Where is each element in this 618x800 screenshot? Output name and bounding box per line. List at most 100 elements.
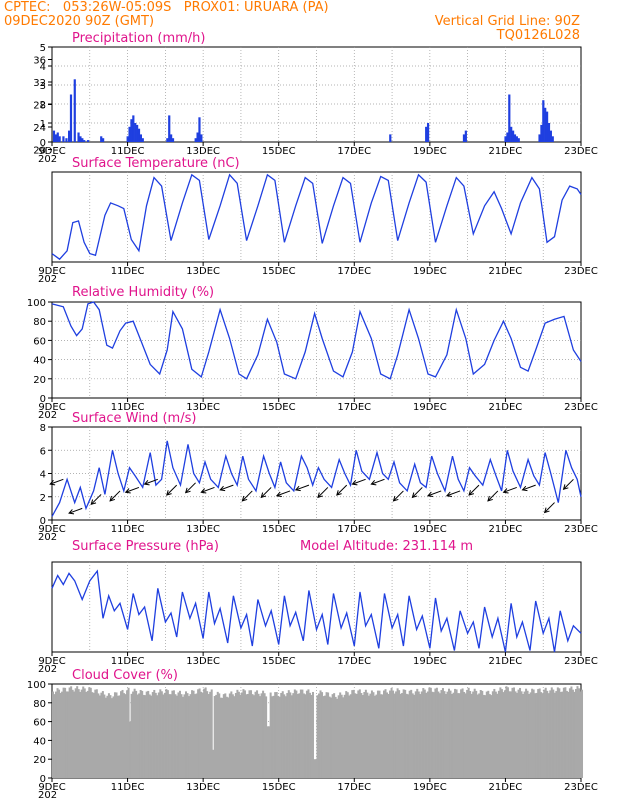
precip-bar (504, 136, 507, 142)
precip-bar (81, 138, 84, 142)
cloud-bar (126, 690, 129, 778)
panel-title: Surface Wind (m/s) (72, 411, 196, 426)
cloud-bar (224, 693, 227, 778)
wind-arrow (352, 478, 366, 485)
cloud-bar (432, 692, 435, 778)
x-tick-label: 11DEC (111, 266, 145, 277)
cloud-bar (68, 687, 71, 778)
cloud-bar (109, 695, 112, 778)
cloud-bar (502, 692, 505, 778)
panel-pressure: 9789809829849869889DEC11DEC13DEC15DEC17D… (38, 539, 598, 675)
x-tick-label: 9DEC (38, 782, 65, 793)
x-tick-label: 9DEC (38, 656, 65, 667)
cloud-bar (53, 694, 56, 778)
cloud-bar (280, 692, 283, 778)
cloud-bar (520, 691, 523, 778)
vertical-grid-note: Vertical Grid Line: 90Z (434, 14, 580, 29)
cloud-bar (295, 690, 298, 778)
precip-bar (196, 132, 199, 142)
x-tick-label: 17DEC (337, 402, 371, 413)
year-stub: 202 (38, 274, 57, 285)
x-tick-label: 17DEC (337, 146, 371, 157)
y-tick-label: 80 (33, 699, 46, 710)
cloud-bar (141, 690, 144, 778)
wind-arrow (522, 484, 536, 491)
y-tick-label: 28 (33, 101, 46, 112)
cloud-bar (283, 694, 286, 778)
cloud-bar (340, 694, 343, 778)
x-tick-label: 19DEC (413, 146, 447, 157)
cloud-bar (165, 689, 168, 778)
precip-bar (549, 130, 552, 142)
cloud-bar (366, 692, 369, 778)
cloud-bar (144, 695, 147, 778)
cloud-bar (512, 687, 515, 778)
cloud-bar (579, 691, 582, 778)
cloud-bar (70, 686, 73, 778)
cloud-bar (440, 690, 443, 778)
cloud-bar (322, 696, 325, 778)
panel-wind: 0 2 4 6 8 9DEC 11DEC 13DEC 15DEC 17DEC 19DEC 21DEC 2… (38, 411, 598, 543)
wind-arrow-head (487, 495, 493, 502)
cloud-bar (352, 689, 355, 778)
cloud-bar (319, 690, 322, 778)
cloud-bar (375, 694, 378, 778)
precip-bar (132, 115, 135, 142)
panel-title: Surface Pressure (hPa) (72, 539, 219, 554)
cloud-bar (369, 693, 372, 778)
cloud-bar (420, 691, 423, 778)
wind-arrow-head (468, 490, 475, 496)
cloud-bar (268, 726, 271, 778)
cloud-bar (245, 694, 248, 778)
cloud-bar (278, 696, 281, 778)
cloud-bar (505, 686, 508, 778)
cloud-bar (260, 693, 263, 778)
x-tick-label: 11DEC (111, 782, 145, 793)
cloud-bar (100, 692, 103, 778)
wind-arrow-head (562, 484, 569, 490)
precip-bar (515, 136, 518, 142)
wind-arrow (242, 490, 253, 502)
precip-bar (508, 94, 511, 142)
cloud-bar (452, 692, 455, 778)
cloud-bar (231, 694, 234, 778)
year-stub: 202 (38, 154, 57, 165)
wind-arrow (371, 478, 385, 485)
y-tick-label: 40 (33, 736, 46, 747)
wind-arrow (317, 487, 329, 498)
cloud-bar (571, 689, 574, 778)
cloud-bar (203, 688, 206, 778)
cloud-bar (243, 690, 246, 778)
year-stub: 202 (38, 790, 57, 800)
year-stub: 202 (38, 664, 57, 675)
cloud-bar (567, 691, 570, 778)
cloud-bar (233, 696, 236, 778)
cloud-bar (52, 691, 55, 778)
wind-arrow-head (68, 509, 75, 515)
cloud-bar (496, 693, 499, 778)
wind-arrow-head (445, 491, 452, 497)
cloud-bar (370, 690, 373, 778)
precip-bar (426, 123, 430, 142)
cloud-bar (248, 690, 251, 778)
wind-arrow-head (49, 480, 56, 486)
wind-arrow (201, 486, 215, 493)
cloud-bar (467, 687, 470, 778)
cloud-bar (410, 689, 413, 778)
precip-bar (56, 132, 59, 142)
cloud-bar (561, 691, 564, 778)
cloud-bar (458, 693, 461, 778)
precip-bar (130, 119, 133, 142)
cloud-bar (423, 689, 426, 778)
precip-bar (511, 130, 515, 142)
cloud-bar (311, 691, 314, 778)
cloud-bar (147, 690, 150, 778)
cloud-bar (519, 687, 522, 778)
cloud-bar (95, 689, 98, 778)
wind-arrow-head (124, 488, 131, 494)
cloud-bar (123, 693, 126, 778)
cloud-bar (386, 692, 389, 778)
cloud-bar (526, 690, 529, 778)
cloud-bar (249, 690, 253, 778)
cloud-bar (62, 687, 65, 778)
